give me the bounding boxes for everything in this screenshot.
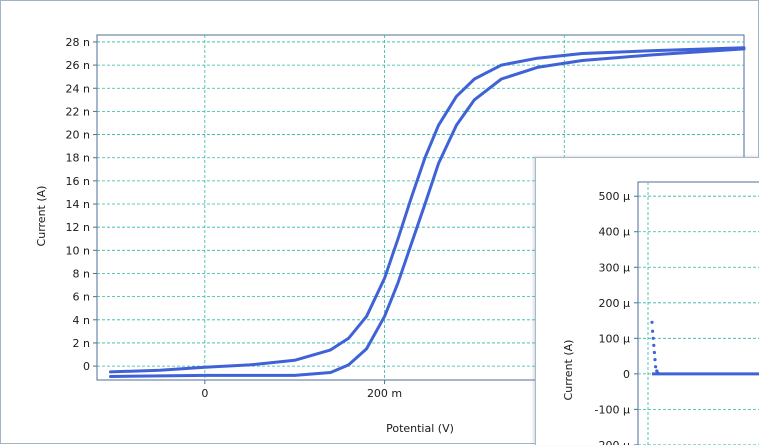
inset-data-point — [650, 320, 654, 324]
inset-y-tick-label: -100 µ — [595, 403, 630, 416]
inset-y-tick-label: 500 µ — [599, 190, 631, 203]
inset-data-point — [652, 350, 656, 355]
main-series-line-2 — [109, 47, 746, 378]
inset-data-point — [653, 358, 657, 362]
main-series-line-1 — [109, 46, 746, 374]
inset-data-point — [651, 336, 655, 340]
inset-y-tick-label: 200 µ — [599, 297, 631, 310]
inset-y-tick-label: -200 µ — [595, 439, 630, 445]
main-y-tick-label: 28 n — [66, 36, 90, 49]
main-y-tick-label: 2 n — [73, 337, 90, 350]
inset-series-group — [650, 320, 759, 376]
main-y-tick-label: 18 n — [66, 152, 90, 165]
main-series-group — [109, 46, 746, 378]
main-y-ticks: 0 2 n 4 n 6 n 8 n 10 n 12 n 14 n 16 n 18 n 20 n 22 … — [66, 36, 97, 373]
inset-y-tick-label: 0 — [623, 368, 630, 381]
main-y-tick-label: 14 n — [66, 198, 90, 211]
main-y-tick-label: 10 n — [66, 244, 90, 257]
main-y-tick-label: 12 n — [66, 221, 90, 234]
main-y-tick-label: 22 n — [66, 105, 90, 118]
inset-y-tick-label: 400 µ — [599, 226, 631, 239]
main-x-axis-label: Potential (V) — [386, 422, 454, 435]
main-y-tick-label: 24 n — [66, 82, 90, 95]
main-y-tick-label: 20 n — [66, 129, 90, 142]
inset-plot-area[interactable] — [637, 181, 759, 445]
inset-y-tick-label: 100 µ — [599, 332, 631, 345]
main-y-axis-label: Current (A) — [35, 186, 48, 247]
main-x-tick-label: 0 — [201, 387, 208, 400]
main-y-tick-label: 16 n — [66, 175, 90, 188]
main-y-tick-label: 0 — [83, 360, 90, 373]
main-y-tick-label: 6 n — [73, 291, 90, 304]
inset-data-point — [651, 329, 655, 333]
inset-data-point — [652, 343, 656, 347]
main-y-tick-label: 26 n — [66, 59, 90, 72]
inset-y-axis-label: Current (A) — [562, 340, 575, 401]
main-y-tick-label: 8 n — [73, 267, 90, 280]
inset-data-point — [654, 365, 658, 369]
inset-y-ticks: 500 µ 400 µ 300 µ 200 µ 100 µ 0 -100 µ -200 µ — [595, 190, 638, 445]
inset-plot-svg: 500 µ 400 µ 300 µ 200 µ 100 µ 0 -100 µ -200 µ C… — [562, 181, 759, 445]
inset-plot-window[interactable]: 500 µ 400 µ 300 µ 200 µ 100 µ 0 -100 µ -200 µ C… — [535, 157, 759, 445]
main-x-tick-label: 200 m — [367, 387, 402, 400]
main-y-tick-label: 4 n — [73, 314, 90, 327]
inset-y-tick-label: 300 µ — [599, 261, 631, 274]
